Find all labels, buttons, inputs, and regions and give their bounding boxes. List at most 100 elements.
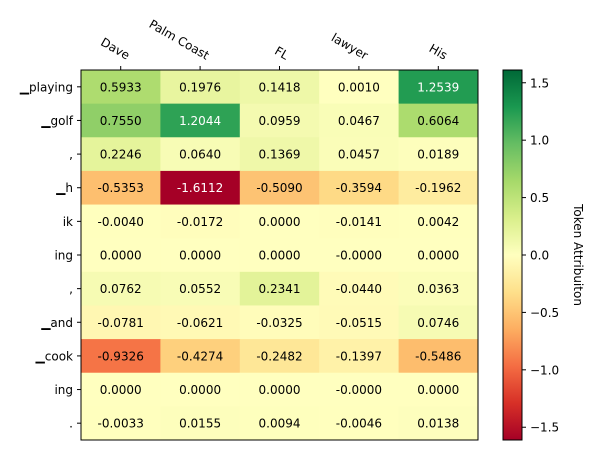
heatmap-cell: [239, 372, 320, 407]
colorbar-tick-label: −0.5: [530, 306, 559, 320]
cell-value-label: -0.0621: [177, 316, 223, 330]
heatmap-cell: [398, 305, 479, 340]
cell-value-label: 0.6064: [417, 114, 459, 128]
cell-value-label: 0.0640: [179, 148, 221, 162]
cell-value-label: 0.0000: [100, 249, 142, 263]
cell-value-label: 0.0000: [179, 383, 221, 397]
heatmap-cell: [81, 170, 161, 206]
heatmap-cell: [160, 70, 241, 105]
heatmap-cell: [160, 305, 241, 340]
heatmap-cell: [160, 339, 241, 374]
cell-value-label: 0.0746: [417, 316, 459, 330]
heatmap-cell: [398, 406, 479, 441]
heatmap-cell: [160, 238, 241, 273]
heatmap-cell: [160, 103, 241, 138]
heatmap-cell: [319, 70, 400, 105]
cell-value-label: 0.0762: [100, 282, 142, 296]
heatmap-cell: [319, 204, 400, 239]
cell-value-label: 0.0000: [100, 383, 142, 397]
heatmap-cells: 0.5933 0.1976 0.1418 0.0010 1.2539 0.7550 1.20…: [81, 70, 479, 441]
colorbar-label: Token Attribuiton: [571, 203, 585, 306]
heatmap-cell: [81, 305, 161, 340]
x-tick-label: lawyer: [329, 31, 371, 63]
heatmap-cell: [319, 103, 400, 138]
heatmap-cell: [319, 137, 400, 172]
cell-value-label: 0.0000: [259, 249, 301, 263]
heatmap-cell: [239, 170, 320, 206]
y-tick-label: .: [69, 417, 73, 431]
heatmap-cell: [81, 372, 161, 407]
cell-value-label: -0.0781: [98, 316, 144, 330]
heatmap-cell: [398, 339, 479, 374]
cell-value-label: -0.0033: [98, 417, 144, 431]
cell-value-label: -0.2482: [256, 349, 302, 363]
cell-value-label: -0.5486: [415, 349, 461, 363]
cell-value-label: 0.0042: [417, 215, 459, 229]
heatmap-cell: [319, 305, 400, 340]
cell-value-label: 0.0000: [417, 383, 459, 397]
heatmap-cell: [81, 204, 161, 239]
cell-value-label: 0.1418: [259, 80, 301, 94]
heatmap-cell: [398, 170, 479, 206]
heatmap-cell: [319, 339, 400, 374]
heatmap-cell: [319, 372, 400, 407]
cell-value-label: -1.6112: [177, 181, 223, 195]
cell-value-label: -0.5353: [98, 181, 144, 195]
colorbar-gradient: [502, 69, 523, 441]
heatmap-cell: [81, 271, 161, 306]
heatmap-cell: [239, 305, 320, 340]
heatmap-cell: [239, 137, 320, 172]
cell-value-label: 0.0552: [179, 282, 221, 296]
heatmap-cell: [319, 238, 400, 273]
cell-value-label: 0.0467: [338, 114, 380, 128]
y-tick-label: ,: [69, 148, 73, 162]
cell-value-label: 1.2044: [179, 114, 221, 128]
cell-value-label: -0.1962: [415, 181, 461, 195]
plot-frame: [80, 69, 479, 441]
heatmap-cell: [81, 103, 161, 138]
heatmap-cell: [160, 137, 241, 172]
heatmap-cell: [81, 339, 161, 374]
heatmap-cell: [398, 137, 479, 172]
cell-value-label: 0.0000: [259, 383, 301, 397]
cell-value-label: 0.2341: [259, 282, 301, 296]
colorbar-ticks: 1.5 1.0 0.5 0.0 −0.5 −1.0 −1.5: [522, 76, 559, 435]
cell-value-label: 0.0457: [338, 148, 380, 162]
cell-value-label: -0.0172: [177, 215, 223, 229]
cell-value-label: -0.5090: [256, 181, 302, 195]
heatmap-cell: [398, 238, 479, 273]
heatmap-cell: [239, 103, 320, 138]
heatmap-cell: [398, 204, 479, 239]
heatmap-cell: [81, 70, 161, 105]
cell-value-label: -0.0325: [256, 316, 302, 330]
y-tick-label: ▁golf: [40, 114, 74, 128]
cell-value-label: -0.0440: [336, 282, 382, 296]
y-tick-label: ▁playing: [19, 80, 73, 94]
cell-value-label: 0.0189: [417, 148, 459, 162]
cell-value-label: -0.0000: [336, 383, 382, 397]
cell-value-label: -0.0141: [336, 215, 382, 229]
cell-value-label: 0.1369: [259, 148, 301, 162]
heatmap-cell: [81, 137, 161, 172]
heatmap-cell: [319, 271, 400, 306]
colorbar-tick-label: −1.0: [530, 363, 559, 377]
heatmap-cell: [239, 70, 320, 105]
cell-value-label: -0.0515: [336, 316, 382, 330]
heatmap-cell: [239, 204, 320, 239]
cell-value-label: 0.7550: [100, 114, 142, 128]
colorbar-tick-label: −1.5: [530, 421, 559, 435]
heatmap-cell: [319, 170, 400, 206]
cell-value-label: 0.1976: [179, 80, 221, 94]
y-tick-label: ▁h: [55, 181, 73, 195]
cell-value-label: -0.4274: [177, 349, 223, 363]
cell-value-label: 0.0010: [338, 80, 380, 94]
cell-value-label: 1.2539: [417, 80, 459, 94]
y-tick-label: ing: [54, 383, 73, 397]
cell-value-label: -0.9326: [98, 349, 144, 363]
cell-value-label: -0.1397: [336, 349, 382, 363]
cell-value-label: 0.2246: [100, 148, 142, 162]
heatmap-cell: [398, 70, 479, 105]
heatmap-cell: [398, 372, 479, 407]
cell-value-label: -0.0046: [336, 417, 382, 431]
